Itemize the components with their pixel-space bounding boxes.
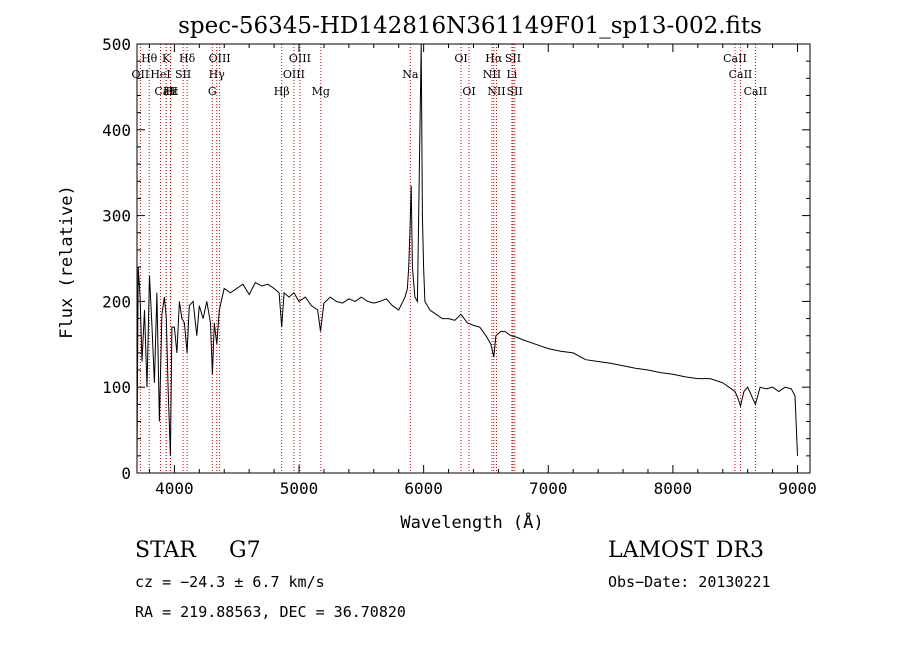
x-tick-label: 7000 — [529, 479, 568, 498]
line-marker-label: HeI — [150, 68, 170, 81]
line-marker-label: CaII — [154, 85, 178, 98]
line-marker-label: OII — [132, 68, 150, 81]
line-marker-label: NII — [483, 68, 501, 81]
line-marker-label: CaII — [744, 85, 768, 98]
line-marker-label: CaII — [729, 68, 753, 81]
line-marker-label: OI — [462, 85, 475, 98]
line-marker-label: OI — [454, 52, 467, 65]
line-marker-label: CaII — [723, 52, 747, 65]
plot-frame — [136, 43, 811, 474]
axis-ticks: 4000 5000 6000 7000 8000 9000 0 100 200 300 400 500 — [102, 35, 817, 498]
y-tick-label: 200 — [102, 292, 131, 311]
line-marker-label: OIII — [283, 68, 305, 81]
line-marker-label: H — [166, 85, 176, 98]
object-class: STAR — [135, 538, 196, 563]
ra-dec: RA = 219.88563, DEC = 36.70820 — [135, 603, 406, 621]
chart-title: spec-56345-HD142816N361149F01_sp13-002.f… — [178, 13, 762, 39]
line-marker-label: SII — [507, 85, 523, 98]
line-marker-label: OIII — [289, 52, 311, 65]
line-marker-label: Li — [506, 68, 517, 81]
line-marker-label: SII — [175, 68, 191, 81]
line-marker-label: Hα — [485, 52, 503, 65]
line-marker-label: K — [162, 52, 171, 65]
survey-name: LAMOST DR3 — [608, 538, 764, 563]
x-tick-label: 4000 — [155, 479, 194, 498]
y-axis-label: Flux (relative) — [57, 185, 77, 339]
x-tick-label: 9000 — [778, 479, 817, 498]
spectrum-line — [136, 43, 798, 458]
line-marker-label: SII — [505, 52, 521, 65]
line-marker-label: Na — [402, 68, 419, 81]
obs-date: Obs−Date: 20130221 — [608, 573, 771, 591]
line-marker-label: Hδ — [179, 52, 196, 65]
y-tick-label: 0 — [121, 464, 131, 483]
line-marker-label: OIII — [209, 52, 231, 65]
x-axis-label: Wavelength (Å) — [400, 511, 543, 533]
object-subclass: G7 — [229, 538, 261, 563]
y-tick-label: 400 — [102, 121, 131, 140]
line-marker-label: Hβ — [274, 85, 290, 98]
x-tick-label: 5000 — [280, 479, 319, 498]
redshift-cz: cz = −24.3 ± 6.7 km/s — [135, 573, 325, 591]
line-marker-label: G — [208, 85, 217, 98]
line-marker-label: Hθ — [141, 52, 158, 65]
y-tick-label: 100 — [102, 378, 131, 397]
y-tick-label: 500 — [102, 35, 131, 54]
x-tick-label: 6000 — [404, 479, 443, 498]
line-marker-label: Hγ — [209, 68, 226, 81]
line-marker-label: Hε — [163, 85, 179, 98]
line-marker-label: NII — [487, 85, 505, 98]
line-marker-label: Mg — [312, 85, 330, 98]
x-tick-label: 8000 — [654, 479, 693, 498]
y-tick-label: 300 — [102, 207, 131, 226]
